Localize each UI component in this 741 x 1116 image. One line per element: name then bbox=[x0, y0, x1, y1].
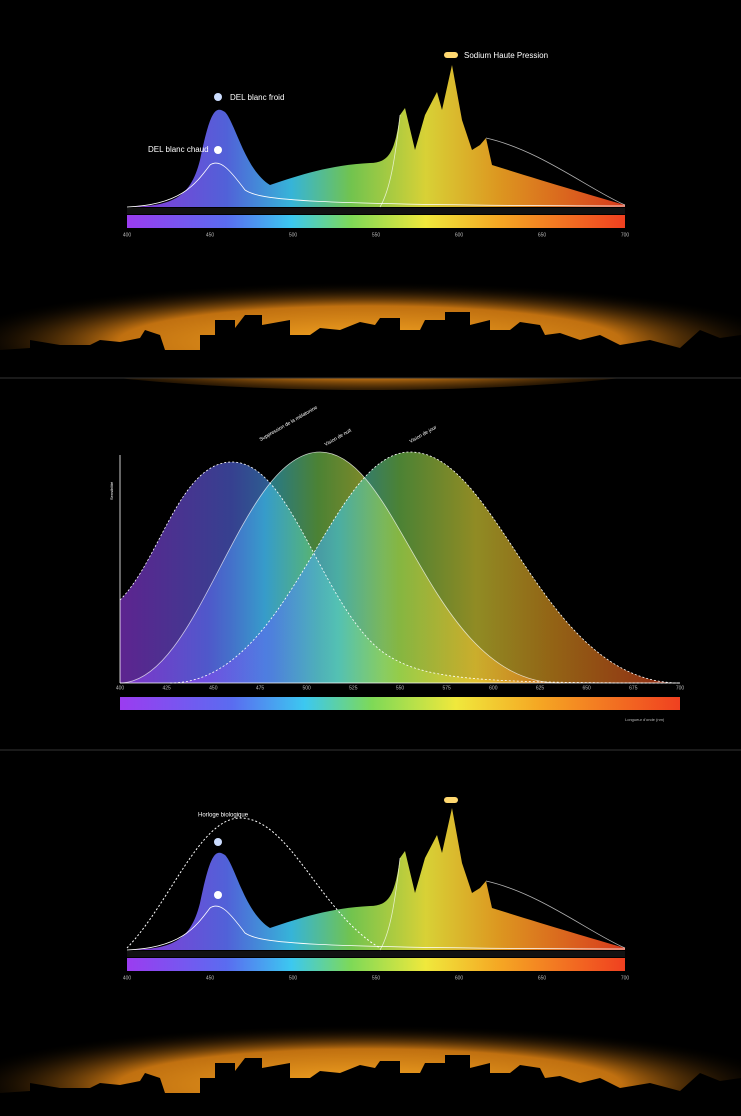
tick-label: 425 bbox=[162, 685, 171, 691]
marker bbox=[444, 52, 458, 58]
tick-label: 400 bbox=[116, 685, 125, 691]
tick-label: 700 bbox=[676, 685, 685, 691]
tick-label: 450 bbox=[206, 975, 215, 981]
tick-label: 650 bbox=[538, 975, 547, 981]
spectrum-bar bbox=[120, 697, 680, 710]
tick-label: 475 bbox=[256, 685, 265, 691]
tick-label: 450 bbox=[206, 232, 215, 238]
x-axis-label: Longueur d'onde (nm) bbox=[625, 717, 665, 722]
marker bbox=[214, 891, 222, 899]
tick-label: 500 bbox=[289, 975, 298, 981]
label: Sodium Haute Pression bbox=[464, 51, 548, 60]
city-skyline bbox=[0, 270, 741, 390]
tick-label: 600 bbox=[455, 975, 464, 981]
marker bbox=[214, 146, 222, 154]
y-axis-label: Sensibilité bbox=[109, 481, 114, 500]
tick-label: 550 bbox=[372, 232, 381, 238]
tick-label: 550 bbox=[372, 975, 381, 981]
marker bbox=[214, 93, 222, 101]
tick-label: 500 bbox=[289, 232, 298, 238]
label: Horloge biologique bbox=[198, 813, 249, 819]
tick-label: 600 bbox=[489, 685, 498, 691]
tick-label: 650 bbox=[582, 685, 591, 691]
tick-label: 525 bbox=[349, 685, 358, 691]
tick-label: 500 bbox=[302, 685, 311, 691]
tick-label: 450 bbox=[209, 685, 218, 691]
tick-label: 700 bbox=[621, 975, 630, 981]
tick-label: 550 bbox=[396, 685, 405, 691]
tick-label: 650 bbox=[538, 232, 547, 238]
tick-label: 700 bbox=[621, 232, 630, 238]
label: DEL blanc chaud bbox=[148, 145, 209, 154]
label: DEL blanc froid bbox=[230, 93, 284, 102]
tick-label: 675 bbox=[629, 685, 638, 691]
marker bbox=[214, 838, 222, 846]
city-skyline bbox=[0, 1013, 741, 1116]
tick-label: 625 bbox=[536, 685, 545, 691]
tick-label: 600 bbox=[455, 232, 464, 238]
infographic: DEL blanc froid DEL blanc chaud Sodium H… bbox=[0, 0, 741, 1116]
tick-label: 400 bbox=[123, 232, 132, 238]
tick-label: 575 bbox=[442, 685, 451, 691]
tick-label: 400 bbox=[123, 975, 132, 981]
marker bbox=[444, 797, 458, 803]
